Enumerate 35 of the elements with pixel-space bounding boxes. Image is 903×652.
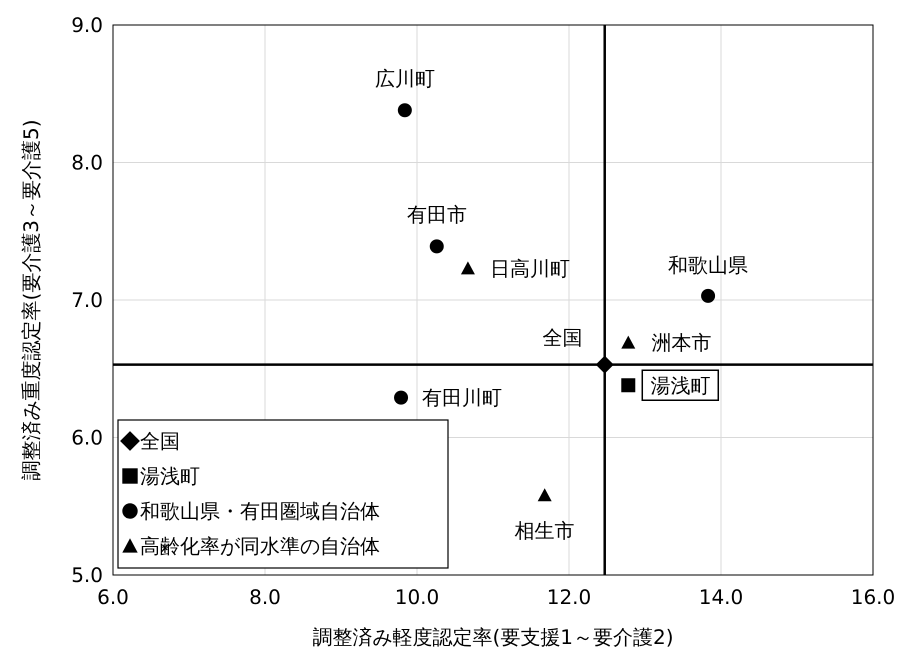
annotation: 湯浅町 — [650, 373, 710, 398]
annotation: 有田市 — [406, 202, 467, 226]
annotation: 全国 — [542, 326, 583, 350]
annotation: 日高川町 — [490, 256, 570, 280]
point — [398, 103, 412, 118]
x-tick-label: 16.0 — [850, 585, 896, 609]
point — [596, 356, 614, 374]
legend-label: 湯浅町 — [140, 464, 200, 488]
x-tick-label: 6.0 — [97, 585, 129, 609]
y-tick-label: 7.0 — [71, 288, 103, 312]
point — [701, 288, 716, 303]
legend-label: 全国 — [140, 429, 180, 453]
y-tick-label: 6.0 — [71, 426, 103, 450]
x-axis-title: 調整済み軽度認定率(要支援1～要介護2) — [312, 625, 674, 649]
point — [621, 336, 636, 349]
x-tick-label: 8.0 — [249, 585, 281, 609]
annotation: 洲本市 — [651, 330, 712, 355]
annotation: 和歌山県 — [668, 252, 748, 277]
x-tick-label: 12.0 — [546, 585, 592, 609]
y-tick-label: 5.0 — [71, 563, 103, 587]
y-tick-label: 9.0 — [71, 13, 103, 37]
point — [621, 378, 636, 392]
annotation: 有田川町 — [422, 386, 502, 410]
point — [538, 488, 552, 502]
annotation: 相生市 — [514, 518, 575, 542]
y-axis-title: 調整済み重度認定率(要介護3～要介護5) — [19, 119, 43, 481]
legend-label: 高齢化率が同水準の自治体 — [140, 534, 380, 558]
legend-label: 和歌山県・有田圏域自治体 — [140, 499, 380, 523]
point — [460, 261, 475, 274]
x-tick-label: 14.0 — [698, 585, 744, 609]
point — [430, 239, 444, 254]
point — [394, 390, 408, 405]
x-tick-label: 10.0 — [394, 585, 440, 609]
y-tick-label: 8.0 — [71, 150, 103, 174]
annotation: 広川町 — [374, 66, 435, 90]
